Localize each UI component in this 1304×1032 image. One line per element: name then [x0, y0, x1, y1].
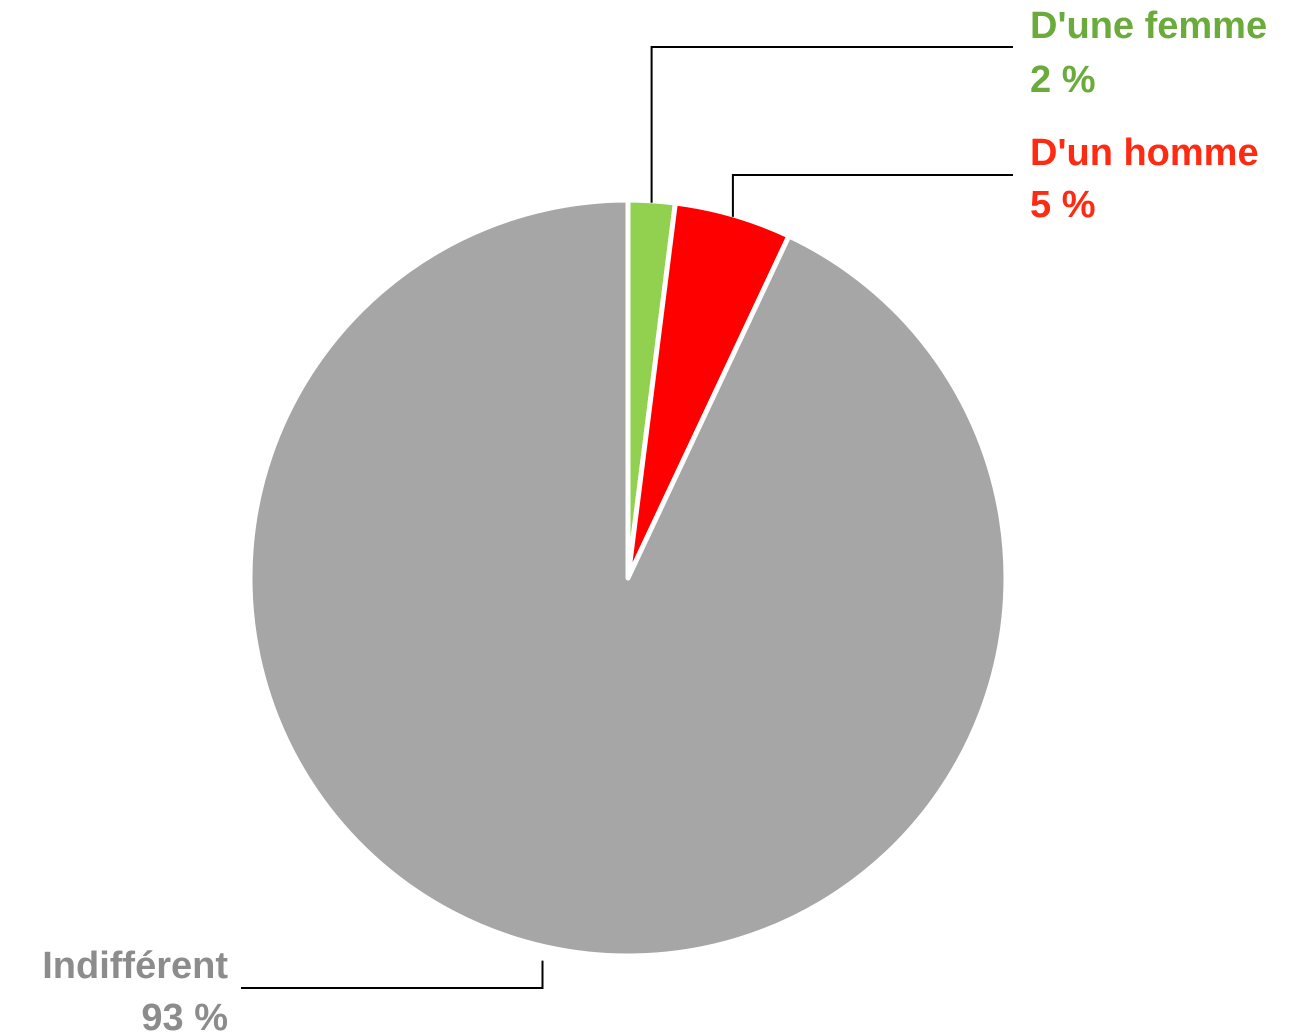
slice-value-indifferent: 93 %	[141, 997, 228, 1032]
slice-label-femme: D'une femme	[1030, 5, 1267, 47]
slice-value-homme: 5 %	[1030, 184, 1095, 226]
slice-value-femme: 2 %	[1030, 59, 1095, 101]
pie-slice-2	[247, 197, 1009, 959]
leader-line-2	[241, 960, 544, 989]
leader-line-0	[650, 46, 1013, 203]
slice-label-indifferent: Indifférent	[42, 945, 228, 987]
slice-label-homme: D'un homme	[1030, 132, 1259, 174]
pie-slices	[247, 197, 1009, 959]
leader-line-1	[731, 174, 1013, 217]
leader-lines	[241, 46, 1013, 989]
